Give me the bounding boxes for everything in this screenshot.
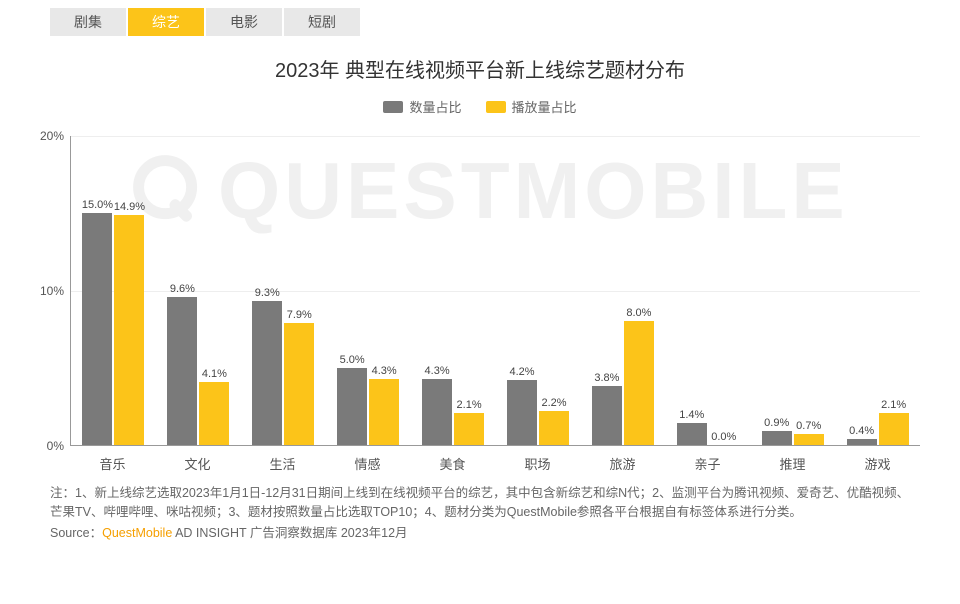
bar: 4.3% xyxy=(369,379,399,445)
bar: 8.0% xyxy=(624,321,654,445)
bar-value-label: 2.1% xyxy=(881,399,906,411)
x-label: 情感 xyxy=(325,446,410,476)
plot: 15.0%14.9%9.6%4.1%9.3%7.9%5.0%4.3%4.3%2.… xyxy=(70,136,920,446)
chart-title: 2023年 典型在线视频平台新上线综艺题材分布 xyxy=(0,54,960,83)
x-label: 职场 xyxy=(495,446,580,476)
bar-value-label: 0.4% xyxy=(849,425,874,437)
x-label: 文化 xyxy=(155,446,240,476)
y-axis: 0%10%20% xyxy=(30,136,70,446)
y-tick: 0% xyxy=(47,439,64,453)
bar: 0.4% xyxy=(847,439,877,445)
bar: 4.3% xyxy=(422,379,452,445)
bar-value-label: 14.9% xyxy=(114,201,145,213)
tab-3[interactable]: 短剧 xyxy=(284,8,360,36)
bar-value-label: 0.0% xyxy=(711,431,736,443)
x-label: 亲子 xyxy=(665,446,750,476)
bar: 2.1% xyxy=(454,413,484,445)
chart-area: 0%10%20% 15.0%14.9%9.6%4.1%9.3%7.9%5.0%4… xyxy=(70,136,920,476)
bar: 0.9% xyxy=(762,431,792,445)
source-line: Source：QuestMobile AD INSIGHT 广告洞察数据库 20… xyxy=(50,524,920,543)
bar-group: 5.0%4.3% xyxy=(326,136,411,445)
legend-label: 播放量占比 xyxy=(512,97,577,116)
footnote: 注：1、新上线综艺选取2023年1月1日-12月31日期间上线到在线视频平台的综… xyxy=(50,484,920,542)
x-label: 美食 xyxy=(410,446,495,476)
bar-value-label: 5.0% xyxy=(340,354,365,366)
bar: 3.8% xyxy=(592,386,622,445)
bar-group: 15.0%14.9% xyxy=(71,136,156,445)
tabs: 剧集综艺电影短剧 xyxy=(0,0,960,36)
bar: 9.3% xyxy=(252,301,282,445)
bar-value-label: 9.3% xyxy=(255,287,280,299)
bar: 4.1% xyxy=(199,382,229,445)
bar-value-label: 0.9% xyxy=(764,417,789,429)
x-axis-labels: 音乐文化生活情感美食职场旅游亲子推理游戏 xyxy=(70,446,920,476)
bar-value-label: 0.7% xyxy=(796,420,821,432)
source-brand: QuestMobile xyxy=(102,526,172,540)
source-rest: AD INSIGHT 广告洞察数据库 2023年12月 xyxy=(172,526,407,540)
bar-group: 3.8%8.0% xyxy=(580,136,665,445)
bar-value-label: 7.9% xyxy=(287,309,312,321)
legend-label: 数量占比 xyxy=(409,97,461,116)
bar-group: 9.6%4.1% xyxy=(156,136,241,445)
bar-value-label: 2.1% xyxy=(457,399,482,411)
bar: 4.2% xyxy=(507,380,537,445)
bar-group: 1.4% 0.0% xyxy=(665,136,750,445)
bar: 5.0% xyxy=(337,368,367,445)
bar-group: 0.9%0.7% xyxy=(750,136,835,445)
bar-value-label: 2.2% xyxy=(541,397,566,409)
y-tick: 10% xyxy=(40,284,64,298)
tab-2[interactable]: 电影 xyxy=(206,8,282,36)
source-prefix: Source： xyxy=(50,526,102,540)
bar: 2.1% xyxy=(879,413,909,445)
bar-value-label: 4.3% xyxy=(372,365,397,377)
bar-group: 4.2%2.2% xyxy=(496,136,581,445)
bar-group: 4.3%2.1% xyxy=(411,136,496,445)
bar-value-label: 9.6% xyxy=(170,283,195,295)
bar-value-label: 4.3% xyxy=(425,365,450,377)
bar: 1.4% xyxy=(677,423,707,445)
bar-value-label: 15.0% xyxy=(82,199,113,211)
bar: 2.2% xyxy=(539,411,569,445)
bar: 15.0% xyxy=(82,213,112,445)
x-label: 音乐 xyxy=(70,446,155,476)
legend-swatch xyxy=(383,101,403,113)
legend: 数量占比 播放量占比 xyxy=(0,97,960,116)
footnote-text: 注：1、新上线综艺选取2023年1月1日-12月31日期间上线到在线视频平台的综… xyxy=(50,484,920,522)
bar: 14.9% xyxy=(114,215,144,445)
legend-item-0: 数量占比 xyxy=(383,97,461,116)
bar-value-label: 4.2% xyxy=(509,366,534,378)
legend-item-1: 播放量占比 xyxy=(486,97,577,116)
x-label: 生活 xyxy=(240,446,325,476)
bar-groups: 15.0%14.9%9.6%4.1%9.3%7.9%5.0%4.3%4.3%2.… xyxy=(71,136,920,445)
bar-value-label: 4.1% xyxy=(202,368,227,380)
legend-swatch xyxy=(486,101,506,113)
tab-0[interactable]: 剧集 xyxy=(50,8,126,36)
bar-value-label: 8.0% xyxy=(626,307,651,319)
x-label: 游戏 xyxy=(835,446,920,476)
bar-group: 0.4%2.1% xyxy=(835,136,920,445)
bar: 0.7% xyxy=(794,434,824,445)
bar: 9.6% xyxy=(167,297,197,445)
bar-value-label: 1.4% xyxy=(679,409,704,421)
x-label: 推理 xyxy=(750,446,835,476)
bar-group: 9.3%7.9% xyxy=(241,136,326,445)
bar-value-label: 3.8% xyxy=(594,372,619,384)
y-tick: 20% xyxy=(40,129,64,143)
x-label: 旅游 xyxy=(580,446,665,476)
bar: 7.9% xyxy=(284,323,314,445)
tab-1[interactable]: 综艺 xyxy=(128,8,204,36)
